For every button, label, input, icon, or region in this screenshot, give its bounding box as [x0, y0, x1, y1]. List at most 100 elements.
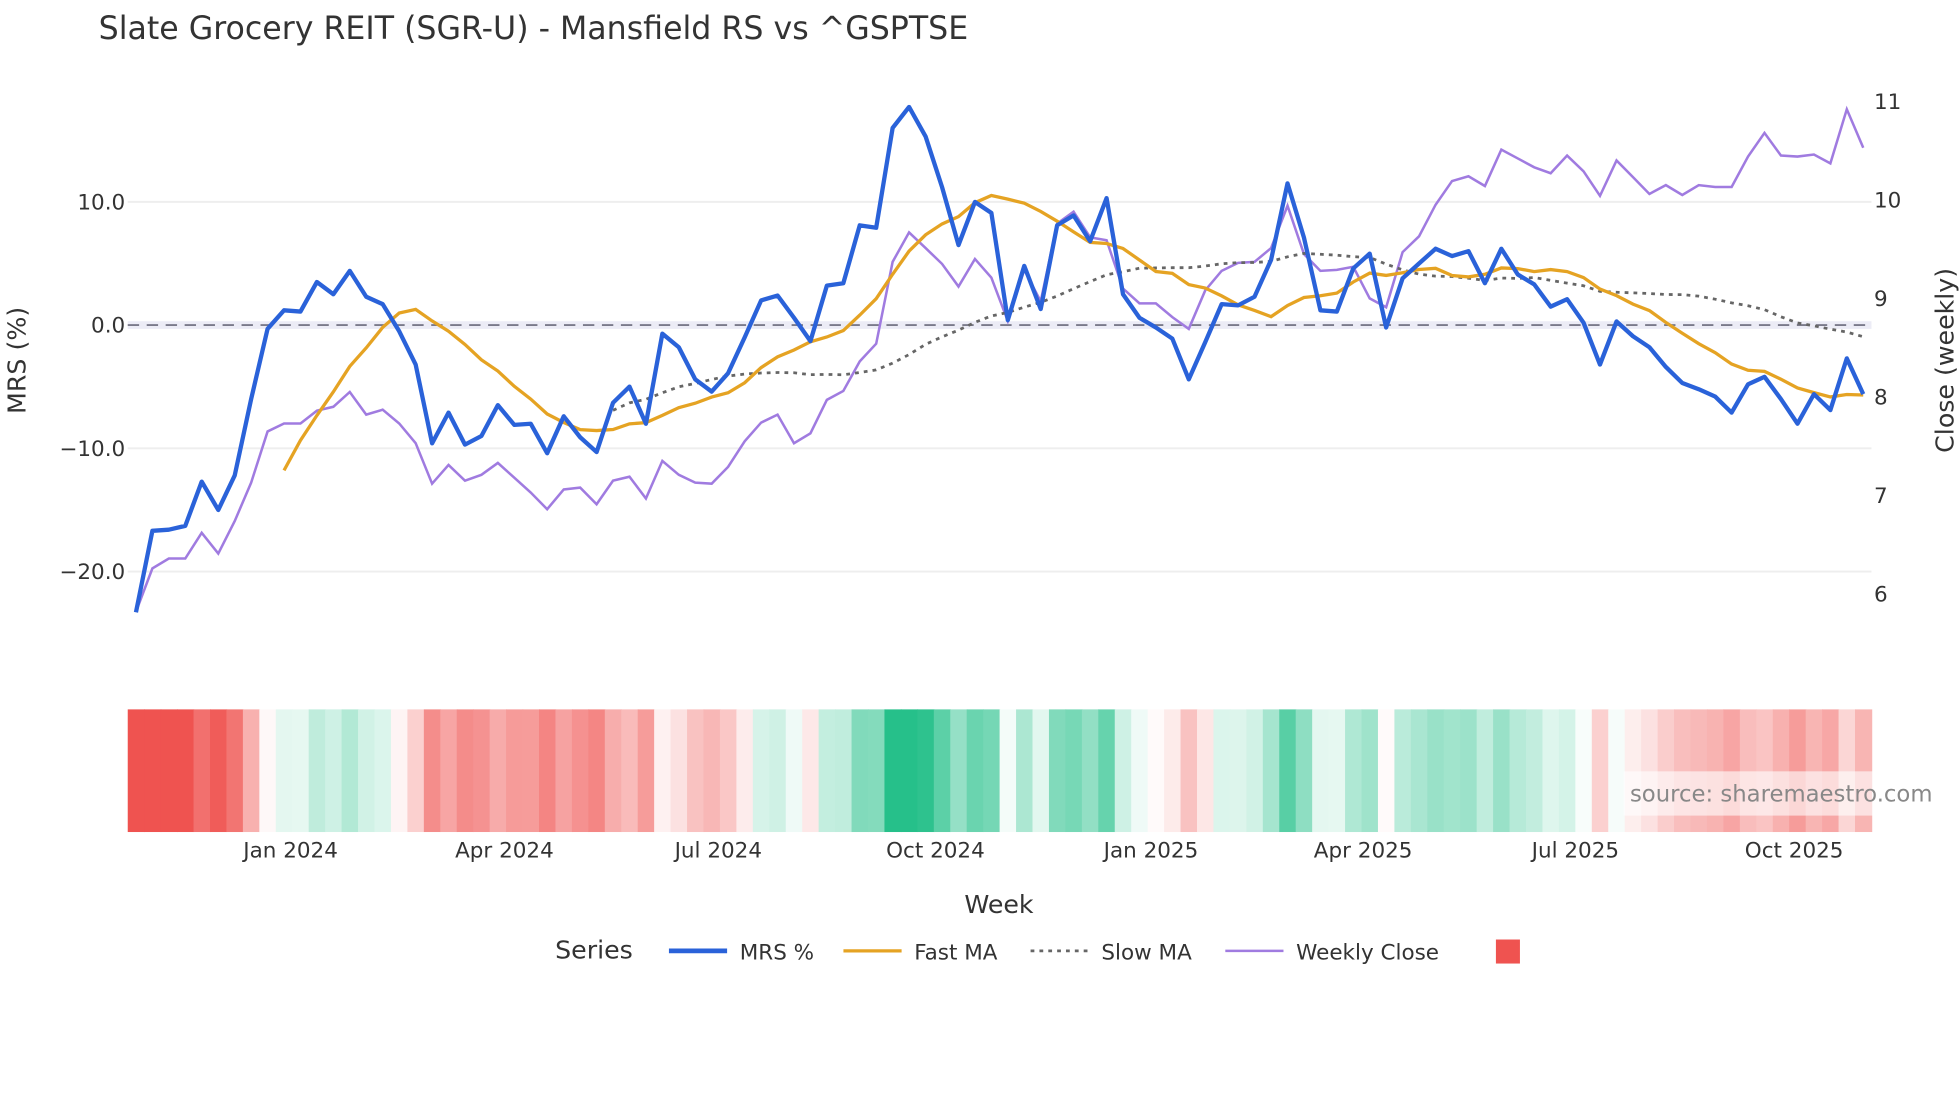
legend-item-slow-ma: Slow MA [1030, 941, 1192, 966]
heatmap-cell [900, 709, 919, 833]
heatmap-cell [571, 709, 590, 833]
heatmap-cell [1476, 709, 1494, 833]
y-axis-left: 10.0 0.0 −10.0 −20.0 [59, 190, 125, 585]
heatmap-cell [1410, 709, 1429, 833]
heatmap-cell [1131, 709, 1149, 833]
heatmap-cell [1114, 709, 1132, 833]
heatmap-cell [440, 709, 458, 833]
source-note: source: sharemaestro.com [1623, 771, 1960, 816]
y2-tick-label: 9 [1874, 287, 1888, 312]
heatmap-cell [687, 709, 705, 833]
heatmap-cell [374, 709, 392, 833]
heatmap-cell [769, 709, 787, 833]
heatmap-cell [1460, 709, 1478, 833]
heatmap-cell [144, 709, 162, 833]
heatmap-cell [719, 709, 738, 833]
y-tick-label: 10.0 [77, 190, 125, 215]
heatmap-cell [1558, 709, 1577, 833]
heatmap-cell [242, 709, 261, 833]
heatmap-cell [506, 709, 524, 833]
x-tick-label: Oct 2024 [886, 838, 985, 863]
heatmap-cell [1608, 709, 1626, 833]
heatmap-cell [999, 709, 1017, 833]
legend-swatch [1495, 939, 1520, 964]
legend-title: Series [555, 935, 633, 964]
legend-label: Slow MA [1101, 941, 1192, 966]
heatmap-cell [538, 709, 557, 833]
heatmap-cell [1164, 709, 1182, 833]
heatmap-cell [621, 709, 639, 833]
heatmap-cell [917, 709, 935, 833]
heatmap-cell [456, 709, 474, 833]
legend-item-mrs: MRS % [668, 941, 814, 966]
heatmap-cell [983, 709, 1001, 833]
heatmap-cell [259, 709, 277, 833]
heatmap-cell [867, 709, 886, 833]
heatmap-cell [1246, 709, 1264, 833]
weekly-close-line [134, 105, 1865, 613]
y-axis-right: 11 10 9 8 7 6 [1874, 90, 1901, 608]
heatmap-cell [160, 709, 178, 833]
legend-item-fast-ma: Fast MA [843, 941, 998, 966]
heatmap-cell [1509, 709, 1527, 833]
heatmap-cell [1427, 709, 1445, 833]
heatmap-cell [884, 709, 902, 833]
heatmap-cell [308, 709, 326, 833]
y-tick-label: −20.0 [59, 560, 125, 585]
heatmap-cell [1197, 709, 1215, 833]
legend: Series MRS % Fast MA Slow MA Weekly Close [555, 935, 1520, 966]
heatmap-cell [423, 709, 442, 833]
heatmap-cell [637, 709, 655, 833]
y-tick-label: 0.0 [91, 314, 125, 339]
heatmap-cell [358, 709, 376, 833]
heatmap-cell [1591, 709, 1610, 833]
heatmap-cell [1361, 709, 1379, 833]
heatmap-cell [193, 709, 211, 833]
heatmap-cell [1081, 709, 1100, 833]
heatmap-cell [1575, 709, 1593, 833]
y-tick-label: −10.0 [59, 437, 125, 462]
heatmap-cell [177, 709, 195, 833]
heatmap-cell [835, 709, 853, 833]
x-axis-title: Week [964, 890, 1034, 919]
heatmap-cell [785, 709, 803, 833]
x-axis: Jan 2024 Apr 2024 Jul 2024 Oct 2024 Jan 2025… [241, 838, 1843, 863]
heatmap-cell [933, 709, 952, 833]
heatmap-cell [1542, 709, 1560, 833]
x-tick-label: Jan 2024 [241, 838, 338, 863]
heatmap-cell [966, 709, 984, 833]
y-axis-title: MRS (%) [2, 307, 31, 414]
x-tick-label: Jan 2025 [1102, 838, 1199, 863]
heatmap-cell [1098, 709, 1116, 833]
x-tick-label: Jul 2024 [673, 838, 762, 863]
heatmap-cell [588, 709, 606, 833]
heatmap-cell [818, 709, 836, 833]
legend-item-heatmap [1495, 939, 1520, 964]
x-tick-label: Oct 2025 [1745, 838, 1844, 863]
y2-tick-label: 7 [1874, 484, 1888, 509]
heatmap-cell [390, 709, 409, 833]
legend-label: Fast MA [914, 941, 998, 966]
heatmap-cell [1493, 709, 1511, 833]
x-tick-label: Jul 2025 [1530, 838, 1619, 863]
heatmap-cell [1328, 709, 1346, 833]
heatmap-cell [1262, 709, 1281, 833]
fast-ma-line [282, 193, 1864, 472]
series-lines [133, 104, 1866, 613]
legend-label: Weekly Close [1296, 941, 1439, 966]
heatmap-cell [654, 709, 672, 833]
heatmap-cell [1180, 709, 1198, 833]
y2-tick-label: 11 [1874, 90, 1901, 115]
heatmap-cell [209, 709, 228, 833]
y2-tick-label: 6 [1874, 583, 1888, 608]
heatmap-cell [275, 709, 293, 833]
heatmap-cell [670, 709, 688, 833]
heatmap-cell [127, 709, 145, 833]
heatmap-cell [473, 709, 491, 833]
heatmap-cell [851, 709, 869, 833]
heatmap-cell [407, 709, 425, 833]
heatmap-cell [1312, 709, 1330, 833]
heatmap-cell [736, 709, 754, 833]
legend-label: MRS % [740, 941, 814, 966]
heatmap-cell [1394, 709, 1412, 833]
